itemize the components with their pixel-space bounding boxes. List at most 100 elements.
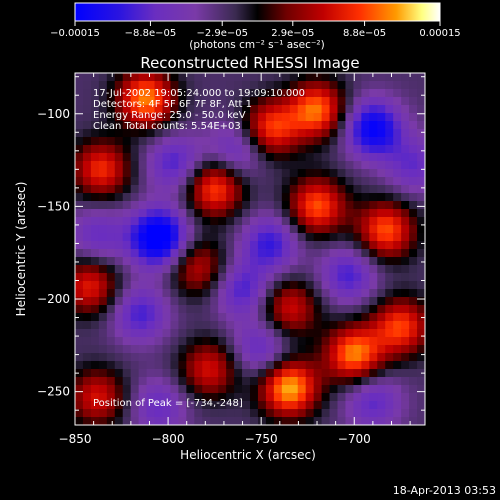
heatmap-cell [313,417,323,425]
heatmap-cell [138,97,148,106]
heatmap-cell [98,105,108,114]
heatmap-cell [417,409,425,418]
heatmap-cell [106,313,116,322]
heatmap-cell [186,169,195,178]
heatmap-cell [114,273,124,282]
heatmap-cell [409,241,418,250]
heatmap-cell [345,105,354,114]
heatmap-cell [401,265,410,274]
heatmap-cell [82,337,92,346]
heatmap-cell [146,161,156,170]
heatmap-cell [226,169,235,178]
heatmap-cell [250,329,259,338]
heatmap-cell [75,385,84,394]
heatmap-cell [106,281,116,290]
heatmap-cell [321,369,331,378]
heatmap-cell [385,169,394,178]
heatmap-cell [409,185,418,194]
heatmap-cell [353,393,362,402]
heatmap-cell [321,169,331,178]
heatmap-cell [218,321,227,330]
heatmap-cell [417,257,425,266]
heatmap-cell [401,89,410,98]
heatmap-cell [289,161,299,170]
heatmap-cell [130,305,140,314]
heatmap-cell [417,273,425,282]
heatmap-cell [218,113,227,122]
heatmap-cell [226,137,235,146]
heatmap-cell [385,89,394,98]
heatmap-cell [170,273,179,282]
heatmap-cell [265,233,275,242]
heatmap-cell [178,145,187,154]
heatmap-cell [114,161,124,170]
heatmap-cell [377,89,386,98]
heatmap-cell [146,129,156,138]
heatmap-cell [313,265,323,274]
heatmap-cell [75,313,84,322]
heatmap-cell [210,209,219,218]
heatmap-cell [234,321,243,330]
heatmap-cell [345,329,354,338]
heatmap-cell [321,201,331,210]
heatmap-cell [265,409,275,418]
heatmap-cell [401,169,410,178]
heatmap-cell [82,345,92,354]
heatmap-cell [273,337,283,346]
heatmap-cell [194,385,203,394]
heatmap-cell [75,153,84,162]
heatmap-cell [146,169,156,178]
heatmap-cell [345,289,354,298]
heatmap-cell [273,89,283,98]
heatmap-cell [170,153,179,162]
heatmap-cell [75,89,84,98]
heatmap-cell [369,361,378,370]
heatmap-cell [361,209,370,218]
heatmap-cell [385,265,394,274]
heatmap-cell [345,337,354,346]
heatmap-cell [122,137,132,146]
colorbar-tick-label: −0.00015 [50,28,100,39]
heatmap-cell [297,289,307,298]
heatmap-cell [257,201,267,210]
heatmap-cell [146,97,156,106]
heatmap-cell [98,129,108,138]
heatmap-cell [170,385,179,394]
heatmap-cell [345,361,354,370]
heatmap-cell [202,81,211,90]
heatmap-cell [82,121,92,130]
heatmap-cell [401,121,410,130]
heatmap-cell [226,377,235,386]
heatmap-cell [297,385,307,394]
heatmap-cell [281,113,291,122]
heatmap-cell [321,265,331,274]
heatmap-cell [178,169,187,178]
heatmap-cell [385,185,394,194]
heatmap-cell [106,81,116,90]
heatmap-cell [226,361,235,370]
heatmap-cell [75,265,84,274]
heatmap-cell [90,313,100,322]
heatmap-cell [162,297,172,306]
heatmap-cell [170,177,179,186]
heatmap-cell [353,121,362,130]
heatmap-cell [361,121,370,130]
heatmap-cell [122,105,132,114]
heatmap-cell [361,377,370,386]
heatmap-cell [305,185,315,194]
heatmap-cell [194,337,203,346]
heatmap-cell [162,129,172,138]
heatmap-cell [393,233,402,242]
heatmap-cell [202,137,211,146]
heatmap-cell [345,89,354,98]
heatmap-cell [313,273,323,282]
heatmap-cell [90,241,100,250]
heatmap-cell [273,305,283,314]
heatmap-cell [90,369,100,378]
heatmap-cell [75,201,84,210]
heatmap-cell [106,113,116,122]
heatmap-cell [329,169,339,178]
heatmap-cell [250,361,259,370]
heatmap-cell [385,73,394,82]
heatmap-cell [353,345,362,354]
